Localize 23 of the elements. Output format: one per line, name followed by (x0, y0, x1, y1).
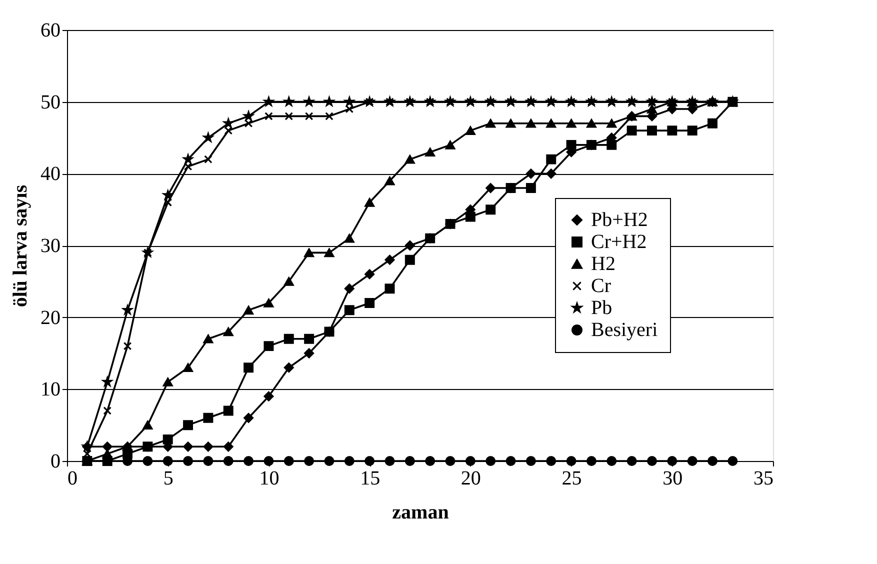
x-tick-label: 25 (562, 468, 582, 490)
x-tick-label: 20 (460, 468, 481, 490)
y-tick-label: 0 (50, 450, 60, 472)
x-tick-label: 5 (163, 468, 174, 490)
legend-label: Cr (591, 275, 612, 297)
legend-label: H2 (591, 253, 616, 275)
y-axis-title: ölü larva sayıs (10, 184, 32, 308)
y-tick-label: 40 (40, 163, 60, 186)
x-tick-label: 15 (360, 468, 380, 490)
legend-label: Besiyeri (591, 319, 658, 341)
legend-label: Pb+H2 (591, 209, 648, 231)
legend-label: Cr+H2 (591, 231, 647, 253)
x-tick-label: 30 (662, 468, 683, 490)
x-axis-title: zaman (392, 502, 449, 524)
y-tick-label: 10 (40, 378, 60, 401)
legend-label: Pb (591, 297, 612, 319)
y-tick-label: 50 (40, 91, 60, 114)
y-tick-label: 60 (40, 20, 60, 42)
y-tick-label: 20 (40, 306, 60, 329)
x-tick-label: 0 (68, 468, 78, 490)
x-tick-label: 10 (259, 468, 280, 490)
x-tick-label: 35 (754, 468, 774, 490)
y-tick-label: 30 (40, 235, 60, 257)
